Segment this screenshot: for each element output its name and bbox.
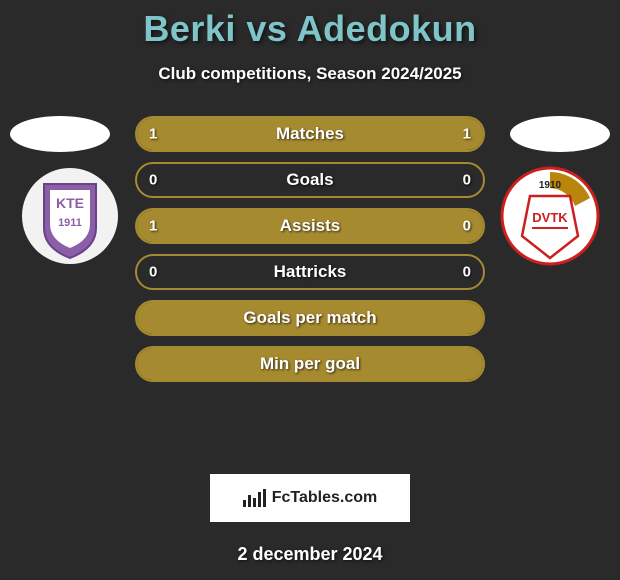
subtitle: Club competitions, Season 2024/2025 bbox=[0, 64, 620, 84]
team-badge-left: KTE 1911 bbox=[20, 166, 120, 266]
stat-value-right: 0 bbox=[463, 172, 471, 189]
stat-row: 1 0 Assists bbox=[135, 208, 485, 244]
stat-value-right: 0 bbox=[463, 218, 471, 235]
stat-label: Goals bbox=[286, 170, 333, 190]
svg-text:1910: 1910 bbox=[539, 180, 562, 191]
stat-row: Min per goal bbox=[135, 346, 485, 382]
player-slot-left bbox=[10, 116, 110, 152]
stat-label: Matches bbox=[276, 124, 344, 144]
stat-label: Assists bbox=[280, 216, 340, 236]
stat-value-left: 1 bbox=[149, 218, 157, 235]
stat-label: Goals per match bbox=[243, 308, 376, 328]
page-title: Berki vs Adedokun bbox=[0, 8, 620, 50]
root: Berki vs Adedokun Club competitions, Sea… bbox=[0, 0, 620, 565]
stats-list: 1 1 Matches 0 0 Goals 1 0 Assists 0 0 Hattricks Goal… bbox=[135, 116, 485, 382]
player-slot-right bbox=[510, 116, 610, 152]
stat-row: Goals per match bbox=[135, 300, 485, 336]
stat-value-left: 0 bbox=[149, 264, 157, 281]
svg-text:DVTK: DVTK bbox=[532, 210, 568, 225]
stat-value-right: 0 bbox=[463, 264, 471, 281]
stat-row: 0 0 Hattricks bbox=[135, 254, 485, 290]
svg-text:KTE: KTE bbox=[56, 195, 84, 211]
source-logo: FcTables.com bbox=[210, 474, 410, 522]
stat-value-left: 0 bbox=[149, 172, 157, 189]
bar-chart-icon bbox=[243, 489, 266, 507]
main-area: KTE 1911 1910 DVTK 1 1 Matches 0 0 Goals 1 0 Ass… bbox=[0, 116, 620, 456]
stat-label: Hattricks bbox=[274, 262, 347, 282]
stat-row: 0 0 Goals bbox=[135, 162, 485, 198]
stat-value-left: 1 bbox=[149, 126, 157, 143]
stat-value-right: 1 bbox=[463, 126, 471, 143]
kte-shield-icon: KTE 1911 bbox=[20, 166, 120, 266]
svg-text:1911: 1911 bbox=[58, 217, 82, 229]
stat-label: Min per goal bbox=[260, 354, 360, 374]
source-logo-text: FcTables.com bbox=[272, 489, 378, 507]
team-badge-right: 1910 DVTK bbox=[500, 166, 600, 266]
date-label: 2 december 2024 bbox=[0, 544, 620, 565]
stat-row: 1 1 Matches bbox=[135, 116, 485, 152]
dvtk-badge-icon: 1910 DVTK bbox=[500, 166, 600, 266]
